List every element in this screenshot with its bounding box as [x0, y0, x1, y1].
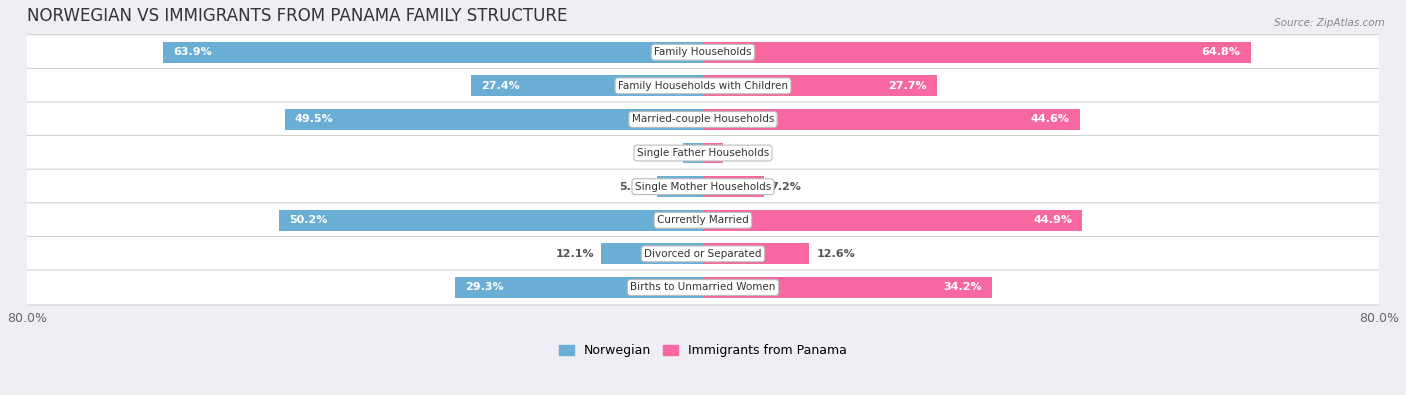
Text: NORWEGIAN VS IMMIGRANTS FROM PANAMA FAMILY STRUCTURE: NORWEGIAN VS IMMIGRANTS FROM PANAMA FAMI…	[27, 7, 567, 25]
Bar	[456, 277, 703, 298]
Text: 64.8%: 64.8%	[1202, 47, 1240, 57]
Text: 2.4%: 2.4%	[730, 148, 761, 158]
Text: Family Households: Family Households	[654, 47, 752, 57]
FancyBboxPatch shape	[10, 135, 1396, 171]
Bar	[703, 42, 1250, 63]
Text: 44.6%: 44.6%	[1031, 115, 1070, 124]
Bar	[683, 143, 703, 164]
Legend: Norwegian, Immigrants from Panama: Norwegian, Immigrants from Panama	[554, 339, 852, 362]
Text: Single Mother Households: Single Mother Households	[636, 182, 770, 192]
Text: Births to Unmarried Women: Births to Unmarried Women	[630, 282, 776, 292]
Text: 63.9%: 63.9%	[173, 47, 212, 57]
Bar	[703, 75, 936, 96]
Bar	[284, 109, 703, 130]
Text: Married-couple Households: Married-couple Households	[631, 115, 775, 124]
FancyBboxPatch shape	[10, 102, 1396, 137]
Bar	[703, 210, 1083, 231]
Bar	[703, 176, 763, 197]
Bar	[703, 277, 993, 298]
Text: 44.9%: 44.9%	[1033, 215, 1073, 225]
Text: 29.3%: 29.3%	[465, 282, 505, 292]
Text: Divorced or Separated: Divorced or Separated	[644, 249, 762, 259]
FancyBboxPatch shape	[10, 236, 1396, 271]
FancyBboxPatch shape	[10, 35, 1396, 70]
Text: 27.7%: 27.7%	[889, 81, 927, 91]
Text: Source: ZipAtlas.com: Source: ZipAtlas.com	[1274, 18, 1385, 28]
Text: Single Father Households: Single Father Households	[637, 148, 769, 158]
Text: 12.6%: 12.6%	[817, 249, 855, 259]
FancyBboxPatch shape	[10, 270, 1396, 305]
Text: 27.4%: 27.4%	[482, 81, 520, 91]
FancyBboxPatch shape	[10, 203, 1396, 238]
Text: 7.2%: 7.2%	[770, 182, 801, 192]
Text: Family Households with Children: Family Households with Children	[619, 81, 787, 91]
Bar	[163, 42, 703, 63]
Text: Currently Married: Currently Married	[657, 215, 749, 225]
Text: 49.5%: 49.5%	[295, 115, 333, 124]
Text: 12.1%: 12.1%	[555, 249, 593, 259]
Text: 50.2%: 50.2%	[288, 215, 328, 225]
Bar	[278, 210, 703, 231]
Bar	[657, 176, 703, 197]
FancyBboxPatch shape	[10, 68, 1396, 103]
Bar	[703, 109, 1080, 130]
Bar	[600, 243, 703, 264]
Text: 5.5%: 5.5%	[619, 182, 650, 192]
Bar	[703, 243, 810, 264]
FancyBboxPatch shape	[10, 169, 1396, 204]
Bar	[703, 143, 723, 164]
Text: 34.2%: 34.2%	[943, 282, 981, 292]
Text: 2.4%: 2.4%	[645, 148, 676, 158]
Bar	[471, 75, 703, 96]
